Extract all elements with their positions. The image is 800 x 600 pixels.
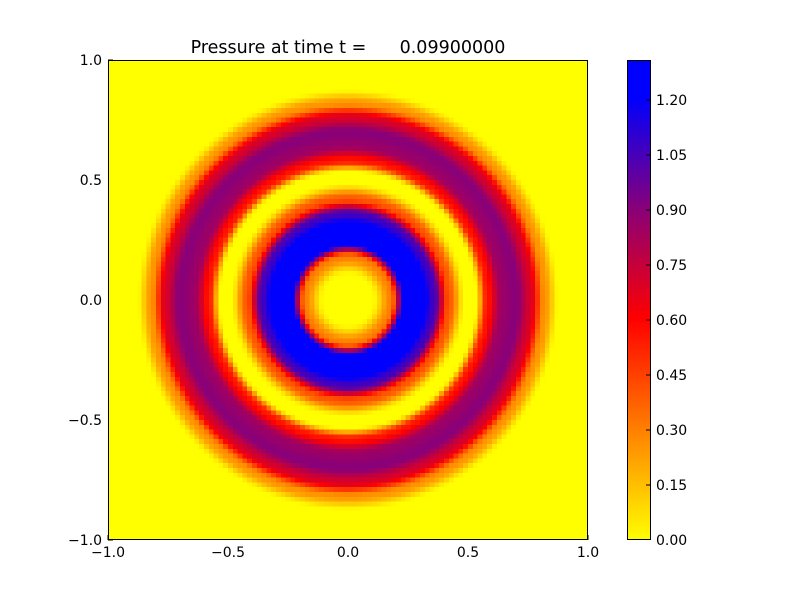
y-tick-label: 0.0 xyxy=(80,293,102,309)
y-tick-label: 0.5 xyxy=(80,173,102,189)
y-tick-group: 1.0 0.5 0.0 −0.5 −1.0 xyxy=(68,53,113,549)
chart-title: Pressure at time t = 0.09900000 xyxy=(191,38,506,58)
pressure-field-heatmap xyxy=(108,60,588,540)
x-tick-label: −1.0 xyxy=(91,545,125,561)
x-tick-label: 0.5 xyxy=(457,545,479,561)
colorbar-tick-marks xyxy=(646,99,651,486)
colorbar-tick-label: 0.00 xyxy=(656,533,687,549)
colorbar-tick-label: 0.15 xyxy=(656,478,687,494)
colorbar-tick-label: 0.45 xyxy=(656,368,687,384)
colorbar-tick-label: 0.90 xyxy=(656,203,687,219)
colorbar-tick-label: 1.20 xyxy=(656,93,687,109)
colorbar-tick-label: 0.60 xyxy=(656,313,687,329)
plot-frame xyxy=(108,60,588,540)
colorbar-tick-label: 0.75 xyxy=(656,258,687,274)
x-tick-label: 1.0 xyxy=(577,545,599,561)
colorbar-tick-group: 1.20 1.05 0.90 0.75 0.60 0.45 0.30 0.15 … xyxy=(656,93,687,549)
y-tick-label: 1.0 xyxy=(80,53,102,69)
x-tick-group: −1.0 −0.5 0.0 0.5 1.0 xyxy=(91,535,599,561)
y-tick-label: −0.5 xyxy=(68,413,102,429)
colorbar-tick-label: 1.05 xyxy=(656,148,687,164)
colorbar-tick-label: 0.30 xyxy=(656,423,687,439)
colorbar xyxy=(627,60,651,540)
x-tick-label: 0.0 xyxy=(337,545,359,561)
y-tick-label: −1.0 xyxy=(68,533,102,549)
colorbar-frame xyxy=(627,60,651,540)
x-tick-label: −0.5 xyxy=(211,545,245,561)
